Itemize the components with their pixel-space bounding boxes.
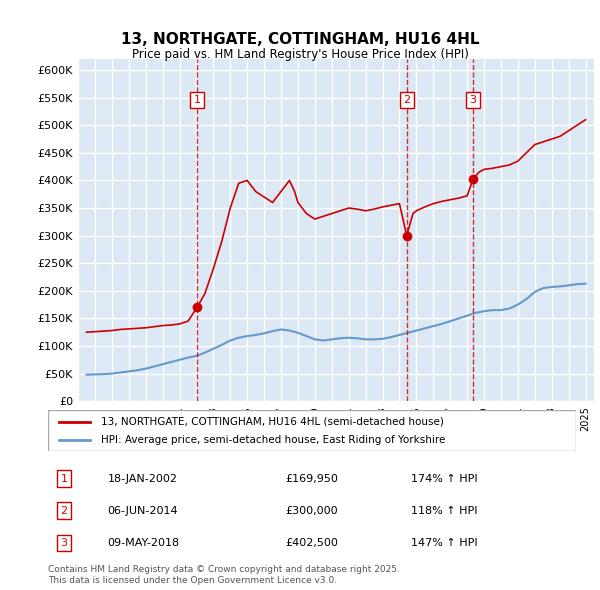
Text: HPI: Average price, semi-detached house, East Riding of Yorkshire: HPI: Average price, semi-detached house,… [101, 435, 445, 445]
Text: 118% ↑ HPI: 118% ↑ HPI [411, 506, 477, 516]
Text: 09-MAY-2018: 09-MAY-2018 [107, 538, 179, 548]
Text: 2: 2 [403, 95, 410, 105]
Text: 13, NORTHGATE, COTTINGHAM, HU16 4HL: 13, NORTHGATE, COTTINGHAM, HU16 4HL [121, 32, 479, 47]
Text: 13, NORTHGATE, COTTINGHAM, HU16 4HL (semi-detached house): 13, NORTHGATE, COTTINGHAM, HU16 4HL (sem… [101, 417, 443, 427]
Text: 3: 3 [61, 538, 67, 548]
Text: 3: 3 [470, 95, 476, 105]
Text: £402,500: £402,500 [286, 538, 338, 548]
Text: 1: 1 [194, 95, 200, 105]
Text: £300,000: £300,000 [286, 506, 338, 516]
Text: 06-JUN-2014: 06-JUN-2014 [108, 506, 178, 516]
Text: 174% ↑ HPI: 174% ↑ HPI [410, 474, 478, 484]
Text: 2: 2 [60, 506, 67, 516]
Text: 147% ↑ HPI: 147% ↑ HPI [410, 538, 478, 548]
FancyBboxPatch shape [48, 410, 576, 451]
Text: Contains HM Land Registry data © Crown copyright and database right 2025.
This d: Contains HM Land Registry data © Crown c… [48, 565, 400, 585]
Text: £169,950: £169,950 [286, 474, 338, 484]
Text: 18-JAN-2002: 18-JAN-2002 [108, 474, 178, 484]
Text: 1: 1 [61, 474, 67, 484]
Text: Price paid vs. HM Land Registry's House Price Index (HPI): Price paid vs. HM Land Registry's House … [131, 48, 469, 61]
